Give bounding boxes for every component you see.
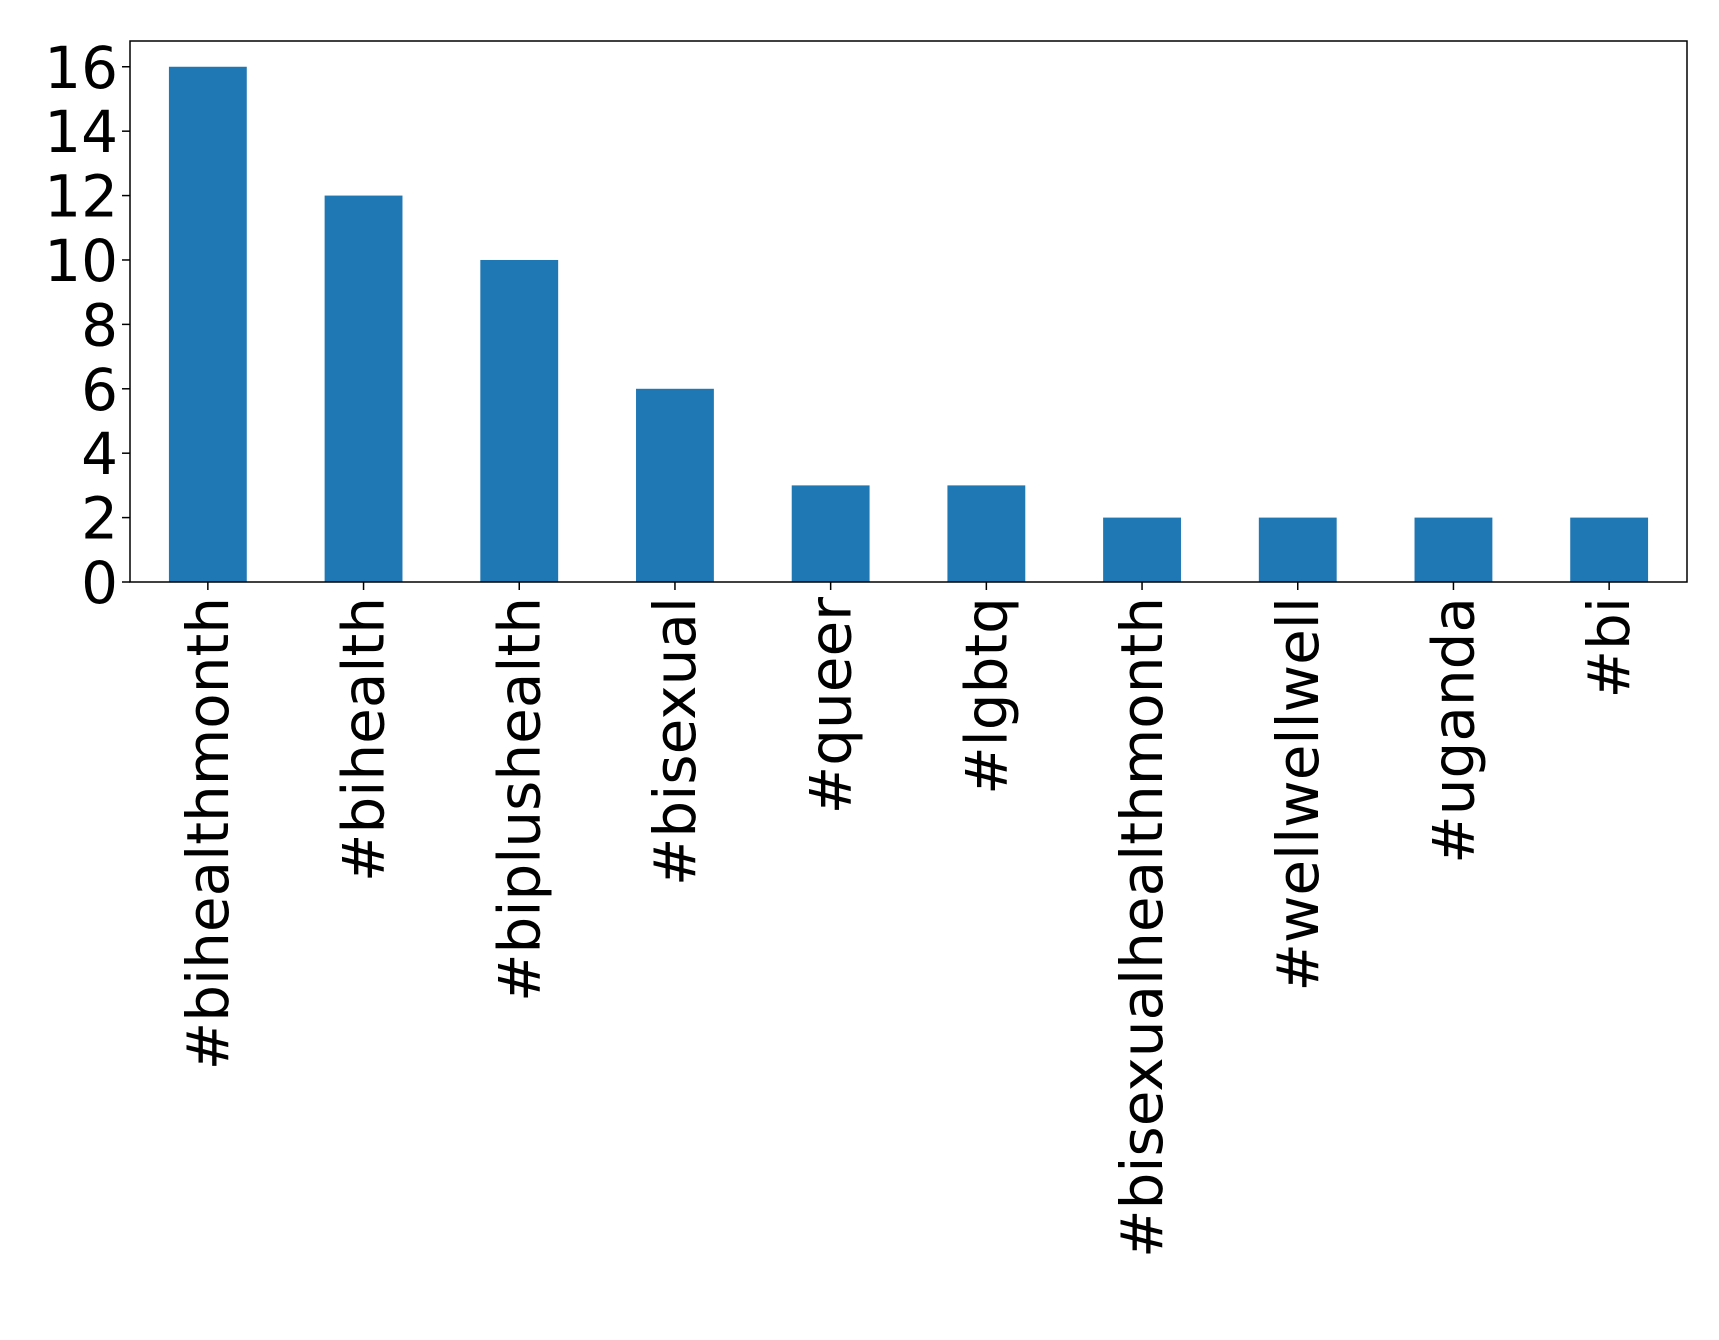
y-tick-label: 4 [81, 420, 118, 488]
bar-bi [1570, 517, 1649, 582]
bars-layer [168, 66, 1649, 583]
bar-bisexualhealthmonth [1103, 517, 1181, 582]
y-tick-label: 10 [44, 227, 118, 295]
bar-queer [791, 485, 870, 582]
x-tick-label: #uganda [1419, 597, 1487, 864]
x-tick-label: #bihealthmonth [174, 597, 242, 1070]
bar-uganda [1414, 517, 1493, 582]
x-tick-label: #biplushealth [485, 597, 553, 1002]
bar-wellwellwell [1258, 517, 1337, 582]
bar-lgbtq [947, 485, 1026, 582]
bar-bihealth [324, 195, 403, 583]
bar-biplushealth [480, 259, 559, 582]
y-tick-label: 12 [44, 163, 118, 231]
x-axis: #bihealthmonth #bihealth #biplushealth #bis… [174, 582, 1643, 1258]
x-tick-label: #bisexualhealthmonth [1108, 597, 1176, 1258]
y-tick-label: 14 [44, 98, 118, 166]
y-tick-label: 8 [81, 291, 118, 359]
x-tick-label: #wellwellwell [1264, 597, 1332, 992]
x-tick-label: #bi [1575, 597, 1643, 699]
y-tick-label: 6 [81, 356, 118, 424]
bar-bisexual [636, 388, 714, 582]
y-tick-label: 16 [44, 34, 118, 102]
bar-bihealthmonth [168, 66, 247, 582]
plot-frame [129, 40, 1688, 583]
y-tick-label: 2 [81, 485, 118, 553]
x-tick-label: #bisexual [641, 597, 709, 886]
x-tick-label: #queer [797, 597, 865, 815]
x-tick-label: #bihealth [330, 597, 398, 882]
y-tick-label: 0 [81, 549, 118, 617]
x-tick-label: #lgbtq [952, 597, 1020, 795]
